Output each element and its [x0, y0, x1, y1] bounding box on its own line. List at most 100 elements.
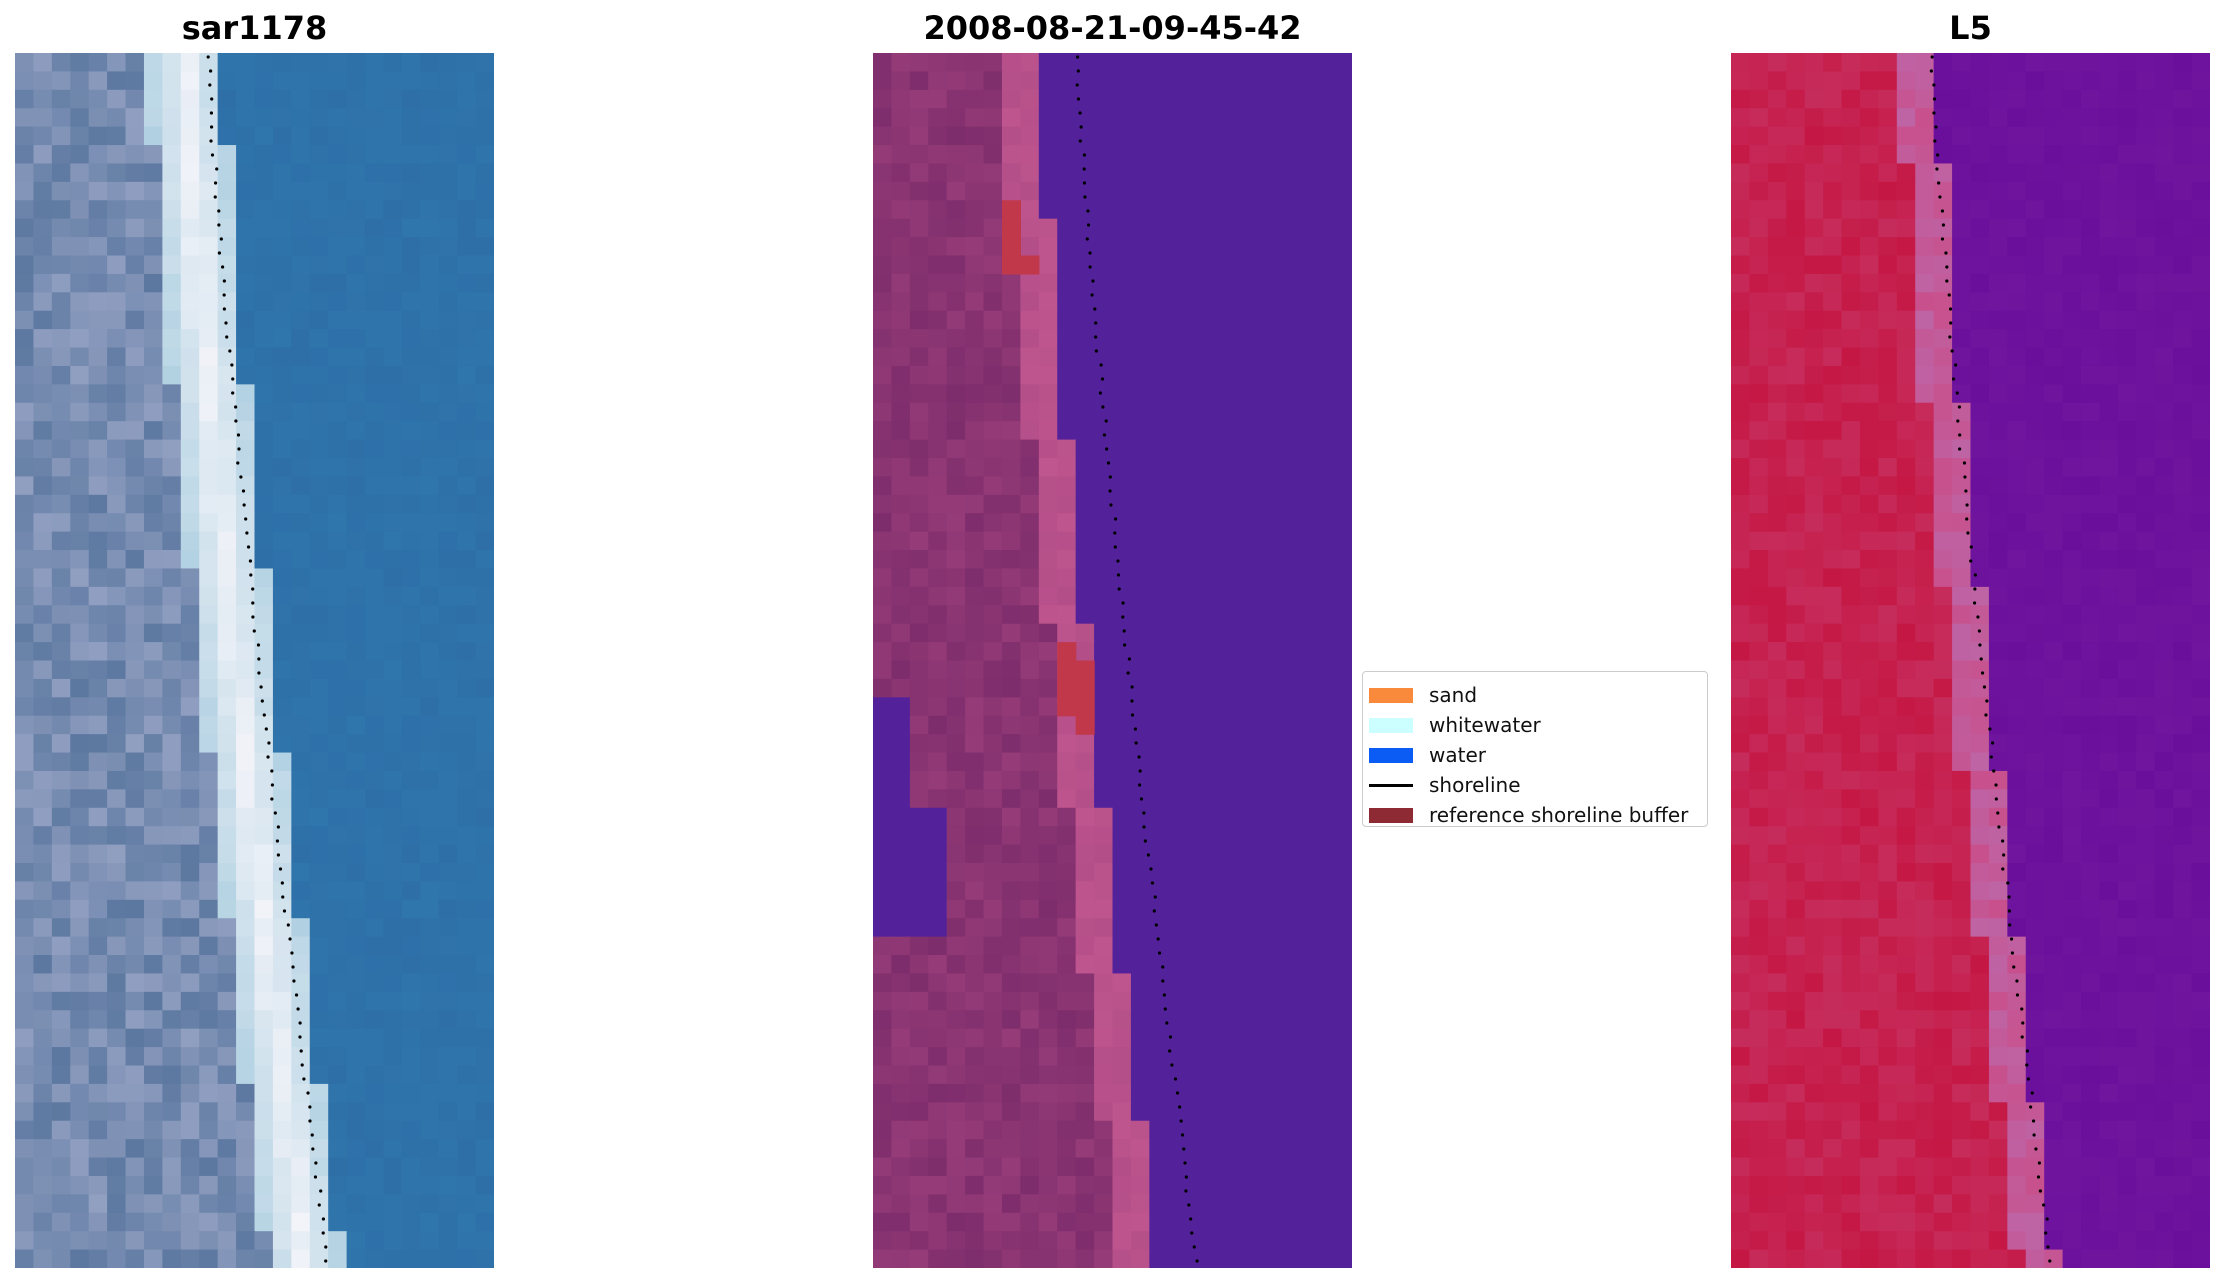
- shoreline-point: [231, 391, 235, 395]
- shoreline-point: [278, 867, 283, 871]
- l5-pixel: [1988, 605, 2008, 625]
- class-pixel: [1186, 1249, 1206, 1268]
- sar-pixel: [254, 1010, 274, 1030]
- class-pixel: [983, 1212, 1003, 1232]
- l5-pixel: [2099, 108, 2119, 128]
- l5-pixel: [1804, 660, 1824, 680]
- shoreline-point: [262, 713, 266, 717]
- class-pixel: [1057, 881, 1077, 901]
- class-pixel: [1075, 439, 1095, 459]
- sar-pixel: [309, 586, 329, 606]
- l5-pixel: [1896, 329, 1916, 349]
- sar-pixel: [383, 71, 403, 91]
- sar-pixel: [15, 126, 35, 146]
- shoreline-point: [236, 433, 241, 437]
- l5-pixel: [1933, 936, 1953, 956]
- sar-pixel: [125, 807, 145, 827]
- l5-pixel: [2173, 384, 2193, 404]
- sar-pixel: [125, 1212, 145, 1232]
- l5-pixel: [1767, 145, 1787, 165]
- class-pixel: [1057, 715, 1077, 735]
- l5-pixel: [1896, 292, 1916, 312]
- l5-pixel: [1896, 789, 1916, 809]
- class-pixel: [1094, 1157, 1114, 1177]
- class-pixel: [1149, 1157, 1169, 1177]
- l5-pixel: [1896, 550, 1916, 570]
- l5-pixel: [1823, 513, 1843, 533]
- l5-pixel: [2062, 991, 2082, 1011]
- l5-pixel: [2025, 899, 2045, 919]
- l5-pixel: [2081, 329, 2101, 349]
- class-pixel: [873, 844, 893, 864]
- l5-pixel: [1767, 458, 1787, 478]
- l5-pixel: [1786, 991, 1806, 1011]
- sar-pixel: [217, 955, 237, 975]
- class-pixel: [1315, 402, 1335, 422]
- class-pixel: [1333, 991, 1352, 1011]
- sar-pixel: [217, 1249, 237, 1268]
- shoreline-point: [298, 1035, 302, 1039]
- l5-pixel: [2191, 586, 2210, 606]
- sar-pixel: [107, 826, 127, 846]
- class-pixel: [1075, 1028, 1095, 1048]
- sar-pixel: [51, 347, 71, 367]
- l5-pixel: [1970, 955, 1990, 975]
- l5-pixel: [1731, 494, 1751, 514]
- class-pixel: [983, 899, 1003, 919]
- sar-pixel: [420, 402, 440, 422]
- shoreline-point: [1116, 573, 1121, 577]
- class-pixel: [1259, 1249, 1279, 1268]
- class-pixel: [1204, 936, 1224, 956]
- class-pixel: [1241, 881, 1261, 901]
- l5-pixel: [2117, 255, 2137, 275]
- l5-pixel: [2117, 899, 2137, 919]
- class-pixel: [1186, 439, 1206, 459]
- sar-pixel: [346, 826, 366, 846]
- sar-pixel: [162, 1139, 182, 1159]
- sar-pixel: [199, 163, 219, 183]
- l5-pixel: [2044, 476, 2064, 496]
- class-pixel: [1186, 365, 1206, 385]
- sar-pixel: [438, 181, 458, 201]
- sar-pixel: [475, 476, 494, 496]
- sar-pixel: [309, 384, 329, 404]
- class-pixel: [909, 991, 929, 1011]
- class-pixel: [1038, 71, 1058, 91]
- sar-pixel: [291, 1139, 311, 1159]
- l5-pixel: [1767, 494, 1787, 514]
- sar-pixel: [254, 1028, 274, 1048]
- class-pixel: [928, 1194, 948, 1214]
- sar-pixel: [180, 1139, 200, 1159]
- l5-pixel: [2081, 826, 2101, 846]
- l5-pixel: [1933, 126, 1953, 146]
- sar-pixel: [457, 1010, 477, 1030]
- sar-pixel: [309, 1120, 329, 1140]
- l5-pixel: [2062, 145, 2082, 165]
- l5-pixel: [2062, 292, 2082, 312]
- shoreline-point: [1190, 1231, 1194, 1235]
- sar-pixel: [420, 531, 440, 551]
- class-pixel: [1001, 586, 1021, 606]
- sar-pixel: [236, 550, 256, 570]
- sar-pixel: [162, 1065, 182, 1085]
- class-pixel: [1186, 568, 1206, 588]
- class-pixel: [1259, 678, 1279, 698]
- class-pixel: [873, 991, 893, 1011]
- class-pixel: [1241, 991, 1261, 1011]
- class-pixel: [1057, 384, 1077, 404]
- sar-pixel: [346, 1083, 366, 1103]
- l5-pixel: [2154, 973, 2174, 993]
- class-pixel: [1167, 807, 1187, 827]
- sar-pixel: [33, 826, 53, 846]
- l5-pixel: [1915, 439, 1935, 459]
- l5-pixel: [1859, 163, 1879, 183]
- sar-pixel: [328, 734, 348, 754]
- sar-pixel: [51, 53, 71, 73]
- l5-pixel: [2025, 770, 2045, 790]
- class-pixel: [873, 273, 893, 293]
- l5-pixel: [1878, 807, 1898, 827]
- l5-pixel: [1970, 421, 1990, 441]
- l5-pixel: [2191, 255, 2210, 275]
- sar-pixel: [309, 568, 329, 588]
- class-pixel: [1020, 1212, 1040, 1232]
